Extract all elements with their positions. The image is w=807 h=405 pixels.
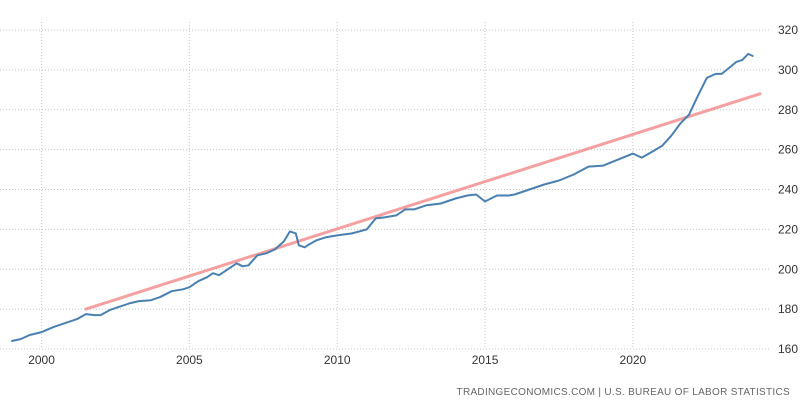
y-axis-tick-labels: 160 180 200 220 240 260 280 300 320 [778, 23, 798, 356]
x-axis-tick-labels: 2000 2005 2010 2015 2020 [28, 353, 646, 367]
y-tick-label-240: 240 [778, 183, 798, 197]
y-tick-label-180: 180 [778, 302, 798, 316]
y-tick-label-280: 280 [778, 103, 798, 117]
y-tick-label-200: 200 [778, 262, 798, 276]
y-tick-label-300: 300 [778, 63, 798, 77]
y-tick-label-160: 160 [778, 342, 798, 356]
x-tick-label-2005: 2005 [176, 353, 203, 367]
y-tick-label-220: 220 [778, 222, 798, 236]
series-layer [11, 52, 762, 342]
x-tick-label-2010: 2010 [324, 353, 351, 367]
trend-line [84, 92, 762, 311]
source-attribution: TRADINGECONOMICS.COM | U.S. BUREAU OF LA… [457, 387, 790, 398]
x-tick-label-2015: 2015 [472, 353, 499, 367]
y-tick-label-320: 320 [778, 23, 798, 37]
y-gridlines [0, 29, 770, 350]
x-tick-label-2020: 2020 [620, 353, 647, 367]
cpi-series-line [11, 52, 754, 342]
x-gridlines [41, 22, 634, 349]
x-tick-label-2000: 2000 [28, 353, 55, 367]
y-tick-label-260: 260 [778, 143, 798, 157]
